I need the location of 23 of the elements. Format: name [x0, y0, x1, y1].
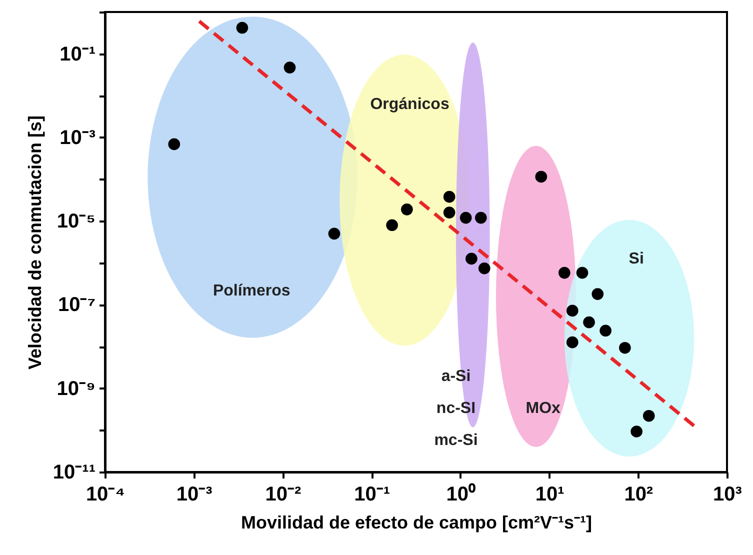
- annotation: MOx: [526, 400, 561, 418]
- y-tick-label: 10⁻¹: [60, 43, 96, 66]
- annotation: Si: [628, 250, 644, 268]
- y-tick-label: 10⁻⁷: [58, 294, 96, 316]
- annotation: nc-SI: [436, 400, 476, 418]
- y-tick-label: 10⁻⁹: [56, 378, 96, 400]
- y-axis-title: Velocidad de conmutacion [s]: [24, 115, 45, 370]
- x-tick-label: 10⁻¹: [354, 484, 390, 506]
- annotation: Polímeros: [212, 282, 290, 300]
- x-axis-title: Movilidad de efecto de campo [cm²V⁻¹s⁻¹]: [240, 512, 592, 532]
- x-tick-label: 10³: [713, 484, 742, 506]
- x-tick-label: 10⁻⁴: [86, 484, 126, 506]
- x-tick-label: 10²: [624, 484, 654, 506]
- x-tick-label: 10⁻³: [176, 484, 213, 506]
- y-tick-label: 10⁻⁵: [56, 210, 96, 233]
- x-tick-label: 10⁻²: [265, 484, 302, 506]
- x-tick-label: 10¹: [535, 484, 565, 506]
- y-tick-label: 10⁻³: [60, 126, 96, 149]
- annotation: mc-Si: [434, 432, 478, 449]
- y-tick-label: 10⁻¹¹: [52, 462, 96, 484]
- annotation: Orgánicos: [370, 96, 450, 113]
- annotation: a-Si: [441, 368, 471, 385]
- x-tick-label: 10⁰: [446, 482, 476, 506]
